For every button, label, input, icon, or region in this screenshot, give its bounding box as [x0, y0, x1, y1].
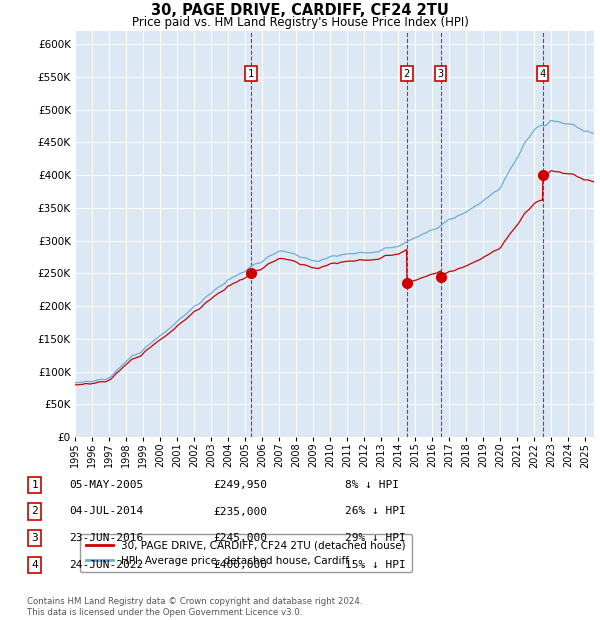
Text: £235,000: £235,000	[213, 507, 267, 516]
Text: Contains HM Land Registry data © Crown copyright and database right 2024.
This d: Contains HM Land Registry data © Crown c…	[27, 598, 362, 617]
Text: £400,000: £400,000	[213, 560, 267, 570]
Text: 26% ↓ HPI: 26% ↓ HPI	[345, 507, 406, 516]
Text: 04-JUL-2014: 04-JUL-2014	[69, 507, 143, 516]
Text: 1: 1	[31, 480, 38, 490]
Text: 1: 1	[248, 69, 254, 79]
Legend: 30, PAGE DRIVE, CARDIFF, CF24 2TU (detached house), HPI: Average price, detached: 30, PAGE DRIVE, CARDIFF, CF24 2TU (detac…	[80, 534, 412, 572]
Text: 4: 4	[31, 560, 38, 570]
Text: Price paid vs. HM Land Registry's House Price Index (HPI): Price paid vs. HM Land Registry's House …	[131, 16, 469, 29]
Text: 15% ↓ HPI: 15% ↓ HPI	[345, 560, 406, 570]
Text: 30, PAGE DRIVE, CARDIFF, CF24 2TU: 30, PAGE DRIVE, CARDIFF, CF24 2TU	[151, 3, 449, 18]
Text: 3: 3	[437, 69, 443, 79]
Text: 2: 2	[31, 507, 38, 516]
Text: £245,000: £245,000	[213, 533, 267, 543]
Text: 4: 4	[539, 69, 546, 79]
Text: 2: 2	[404, 69, 410, 79]
Text: £249,950: £249,950	[213, 480, 267, 490]
Text: 29% ↓ HPI: 29% ↓ HPI	[345, 533, 406, 543]
Text: 05-MAY-2005: 05-MAY-2005	[69, 480, 143, 490]
Text: 8% ↓ HPI: 8% ↓ HPI	[345, 480, 399, 490]
Text: 23-JUN-2016: 23-JUN-2016	[69, 533, 143, 543]
Text: 3: 3	[31, 533, 38, 543]
Text: 24-JUN-2022: 24-JUN-2022	[69, 560, 143, 570]
